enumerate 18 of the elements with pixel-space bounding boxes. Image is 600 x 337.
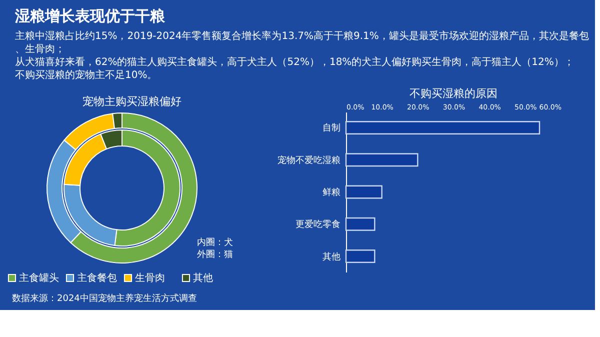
text: 从犬猫喜好来看，62%的猫主人购买主食罐头，高于犬主人（52%），18%的犬主人偏好购买生骨肉，高于猫主人（12%）； [15,56,574,68]
text: 不购买湿粮的宠物主不足10%。 [15,69,158,81]
y-tick-label: 更爱吃零食 [296,219,340,230]
y-tick-label: 鲜粮 [322,187,340,198]
source-note: 数据来源：2024中国宠物主养宠生活方式调查 [12,293,197,304]
y-tick-label: 其他 [322,251,340,262]
legend-label: 其他 [193,272,213,284]
chart-title: 宠物主购买湿粮偏好 [82,95,182,108]
legend-label: 主食餐包 [77,272,117,284]
text: 主粮中湿粮占比约15%，2019-2024年零售额复合增长率为13.7%高于干粮9.1%，罐头是最受市场欢迎的湿粮产品，其次是餐包、生骨肉； [15,30,589,55]
text: 湿粮增长表现优于干粮 [14,7,166,25]
text: 外圈：猫 [197,249,233,260]
y-tick-label: 自制 [322,122,340,134]
text: 内圈：犬 [197,237,233,248]
legend-label: 生骨肉 [135,272,165,284]
y-tick-label: 宠物不爱吃湿粮 [278,154,340,166]
chart-title: 不购买湿粮的原因 [410,87,498,100]
legend-label: 主食罐头 [19,272,59,284]
